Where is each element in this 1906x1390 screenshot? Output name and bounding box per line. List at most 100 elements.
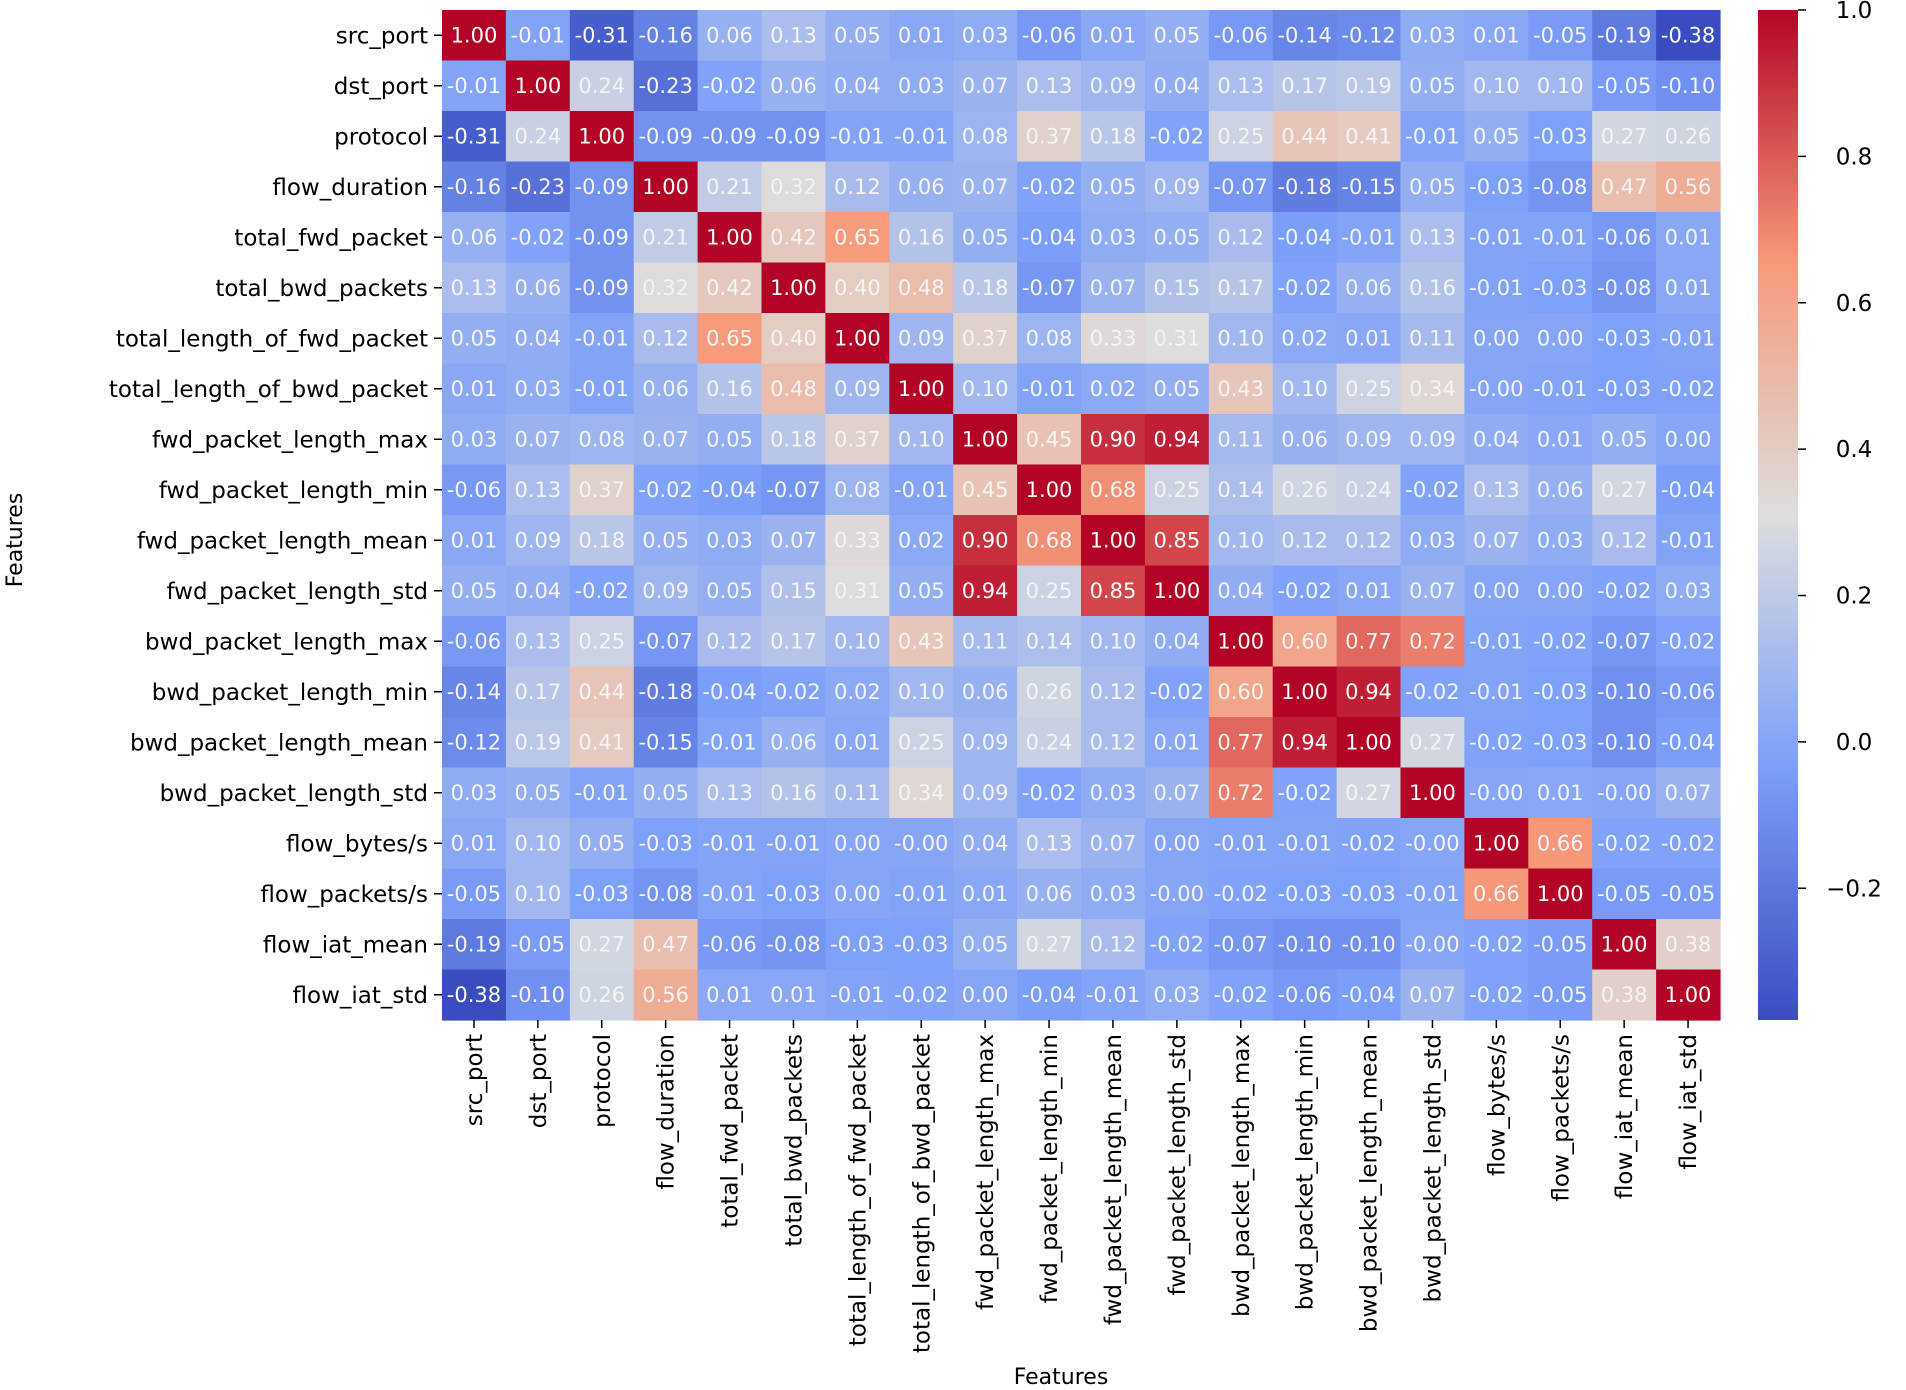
- heatmap-cell: [1272, 262, 1338, 314]
- heatmap-cell: [442, 363, 507, 415]
- heatmap-cell-label: 0.05: [1409, 175, 1456, 199]
- heatmap-cell: [1208, 111, 1274, 163]
- x-tick-label: src_port: [462, 1034, 488, 1126]
- heatmap-cell-label: -0.09: [638, 124, 692, 148]
- heatmap-cell: [1656, 414, 1721, 466]
- heatmap-cell: [505, 969, 571, 1021]
- heatmap-cell-label: 0.10: [898, 680, 945, 704]
- heatmap-cell: [761, 464, 826, 516]
- heatmap-cell: [505, 414, 571, 466]
- heatmap-cell-label: 0.06: [962, 680, 1009, 704]
- heatmap-cell-label: -0.31: [575, 23, 629, 47]
- heatmap-cell-label: 0.06: [1026, 882, 1073, 906]
- heatmap-cell: [1336, 161, 1402, 213]
- heatmap-cell: [953, 262, 1018, 314]
- x-tick-label: flow_iat_std: [1676, 1034, 1702, 1169]
- y-tick-label: bwd_packet_length_mean: [130, 730, 428, 756]
- heatmap-cell: [1528, 616, 1593, 668]
- heatmap-cell-label: 1.00: [706, 225, 753, 249]
- heatmap-cell: [1081, 666, 1146, 718]
- heatmap-cell: [1656, 818, 1721, 870]
- heatmap-cell-label: 0.94: [1345, 680, 1392, 704]
- heatmap-cell-label: 0.68: [1090, 478, 1137, 502]
- heatmap-cell: [569, 515, 635, 567]
- heatmap-cell-label: 0.04: [514, 326, 561, 350]
- heatmap-cell: [1464, 313, 1529, 365]
- heatmap-cell: [633, 363, 699, 415]
- heatmap-cell-label: 0.10: [1473, 74, 1520, 98]
- heatmap-cell: [1336, 363, 1402, 415]
- heatmap-cell-label: -0.05: [511, 932, 565, 956]
- heatmap-cell: [1144, 969, 1210, 1021]
- heatmap-cell-label: -0.01: [1405, 124, 1459, 148]
- heatmap-cell-label: 0.94: [1153, 427, 1200, 451]
- heatmap-cell-label: 0.13: [1473, 478, 1520, 502]
- heatmap-cell-label: 0.72: [1409, 629, 1456, 653]
- heatmap-cell: [953, 818, 1018, 870]
- heatmap-cell: [1336, 717, 1402, 769]
- heatmap-cell-label: 0.25: [578, 629, 625, 653]
- heatmap-cell: [1400, 717, 1465, 769]
- y-tick-label: total_length_of_fwd_packet: [116, 326, 428, 352]
- heatmap-cell-label: -0.01: [702, 831, 756, 855]
- heatmap-cell: [1017, 161, 1082, 213]
- heatmap-cell: [1656, 111, 1721, 163]
- heatmap-cell-label: 0.03: [1665, 579, 1712, 603]
- heatmap-cell: [697, 767, 763, 819]
- heatmap-cell: [1528, 818, 1593, 870]
- heatmap-cell: [761, 313, 826, 365]
- heatmap-cell-label: -0.02: [1661, 831, 1715, 855]
- heatmap-cell: [1081, 515, 1146, 567]
- heatmap-cell-label: 0.10: [834, 629, 881, 653]
- heatmap-cell: [1464, 767, 1529, 819]
- heatmap-cell-label: -0.01: [1086, 983, 1140, 1007]
- heatmap-cell: [697, 919, 763, 971]
- heatmap-cell-label: -0.01: [894, 478, 948, 502]
- heatmap-cell-label: 0.12: [1281, 528, 1328, 552]
- heatmap-cell: [1208, 363, 1274, 415]
- heatmap-cell: [953, 515, 1018, 567]
- heatmap-cell-label: 0.13: [1217, 74, 1264, 98]
- heatmap-cell-label: -0.05: [447, 882, 501, 906]
- x-tick-label: bwd_packet_length_std: [1421, 1034, 1447, 1302]
- heatmap-cell: [1528, 767, 1593, 819]
- heatmap-cell-label: -0.07: [1022, 276, 1076, 300]
- heatmap-cell: [1272, 464, 1338, 516]
- heatmap-cell: [1464, 515, 1529, 567]
- heatmap-cell: [442, 111, 507, 163]
- heatmap-cell: [569, 464, 635, 516]
- heatmap-cell: [953, 969, 1018, 1021]
- heatmap-cell-label: 0.10: [1281, 377, 1328, 401]
- heatmap-cell: [1656, 515, 1721, 567]
- heatmap-cell-label: 0.43: [1217, 377, 1264, 401]
- heatmap-cell: [1592, 515, 1657, 567]
- colorbar-tick-label: −0.2: [1826, 876, 1882, 902]
- y-tick-label: fwd_packet_length_mean: [137, 528, 428, 554]
- heatmap-cell: [633, 515, 699, 567]
- heatmap-cell: [953, 111, 1018, 163]
- heatmap-cell-label: -0.01: [702, 730, 756, 754]
- heatmap-cell: [1528, 414, 1593, 466]
- heatmap-cell: [825, 565, 890, 617]
- heatmap-cell-label: -0.03: [894, 932, 948, 956]
- heatmap-cell-label: -0.23: [511, 175, 565, 199]
- heatmap-cell: [1336, 818, 1402, 870]
- heatmap-cell: [1464, 212, 1529, 264]
- heatmap-cell-label: 0.01: [1665, 225, 1712, 249]
- heatmap-cell-label: 0.05: [706, 579, 753, 603]
- heatmap-cell: [1400, 666, 1465, 718]
- heatmap-cell-label: 0.01: [1345, 579, 1392, 603]
- heatmap-cell-label: 0.05: [834, 23, 881, 47]
- heatmap-cell: [1017, 60, 1082, 112]
- heatmap-cell-label: 0.18: [962, 276, 1009, 300]
- y-tick-label: flow_iat_std: [293, 983, 428, 1009]
- heatmap-cell: [633, 616, 699, 668]
- heatmap-cell-label: 0.01: [770, 983, 817, 1007]
- heatmap-cell: [1336, 868, 1402, 920]
- heatmap-cell-label: -0.02: [766, 680, 820, 704]
- heatmap-cell: [1272, 515, 1338, 567]
- heatmap-cell: [825, 666, 890, 718]
- heatmap-cell: [825, 10, 890, 62]
- heatmap-cell: [697, 868, 763, 920]
- heatmap-cell: [1400, 969, 1465, 1021]
